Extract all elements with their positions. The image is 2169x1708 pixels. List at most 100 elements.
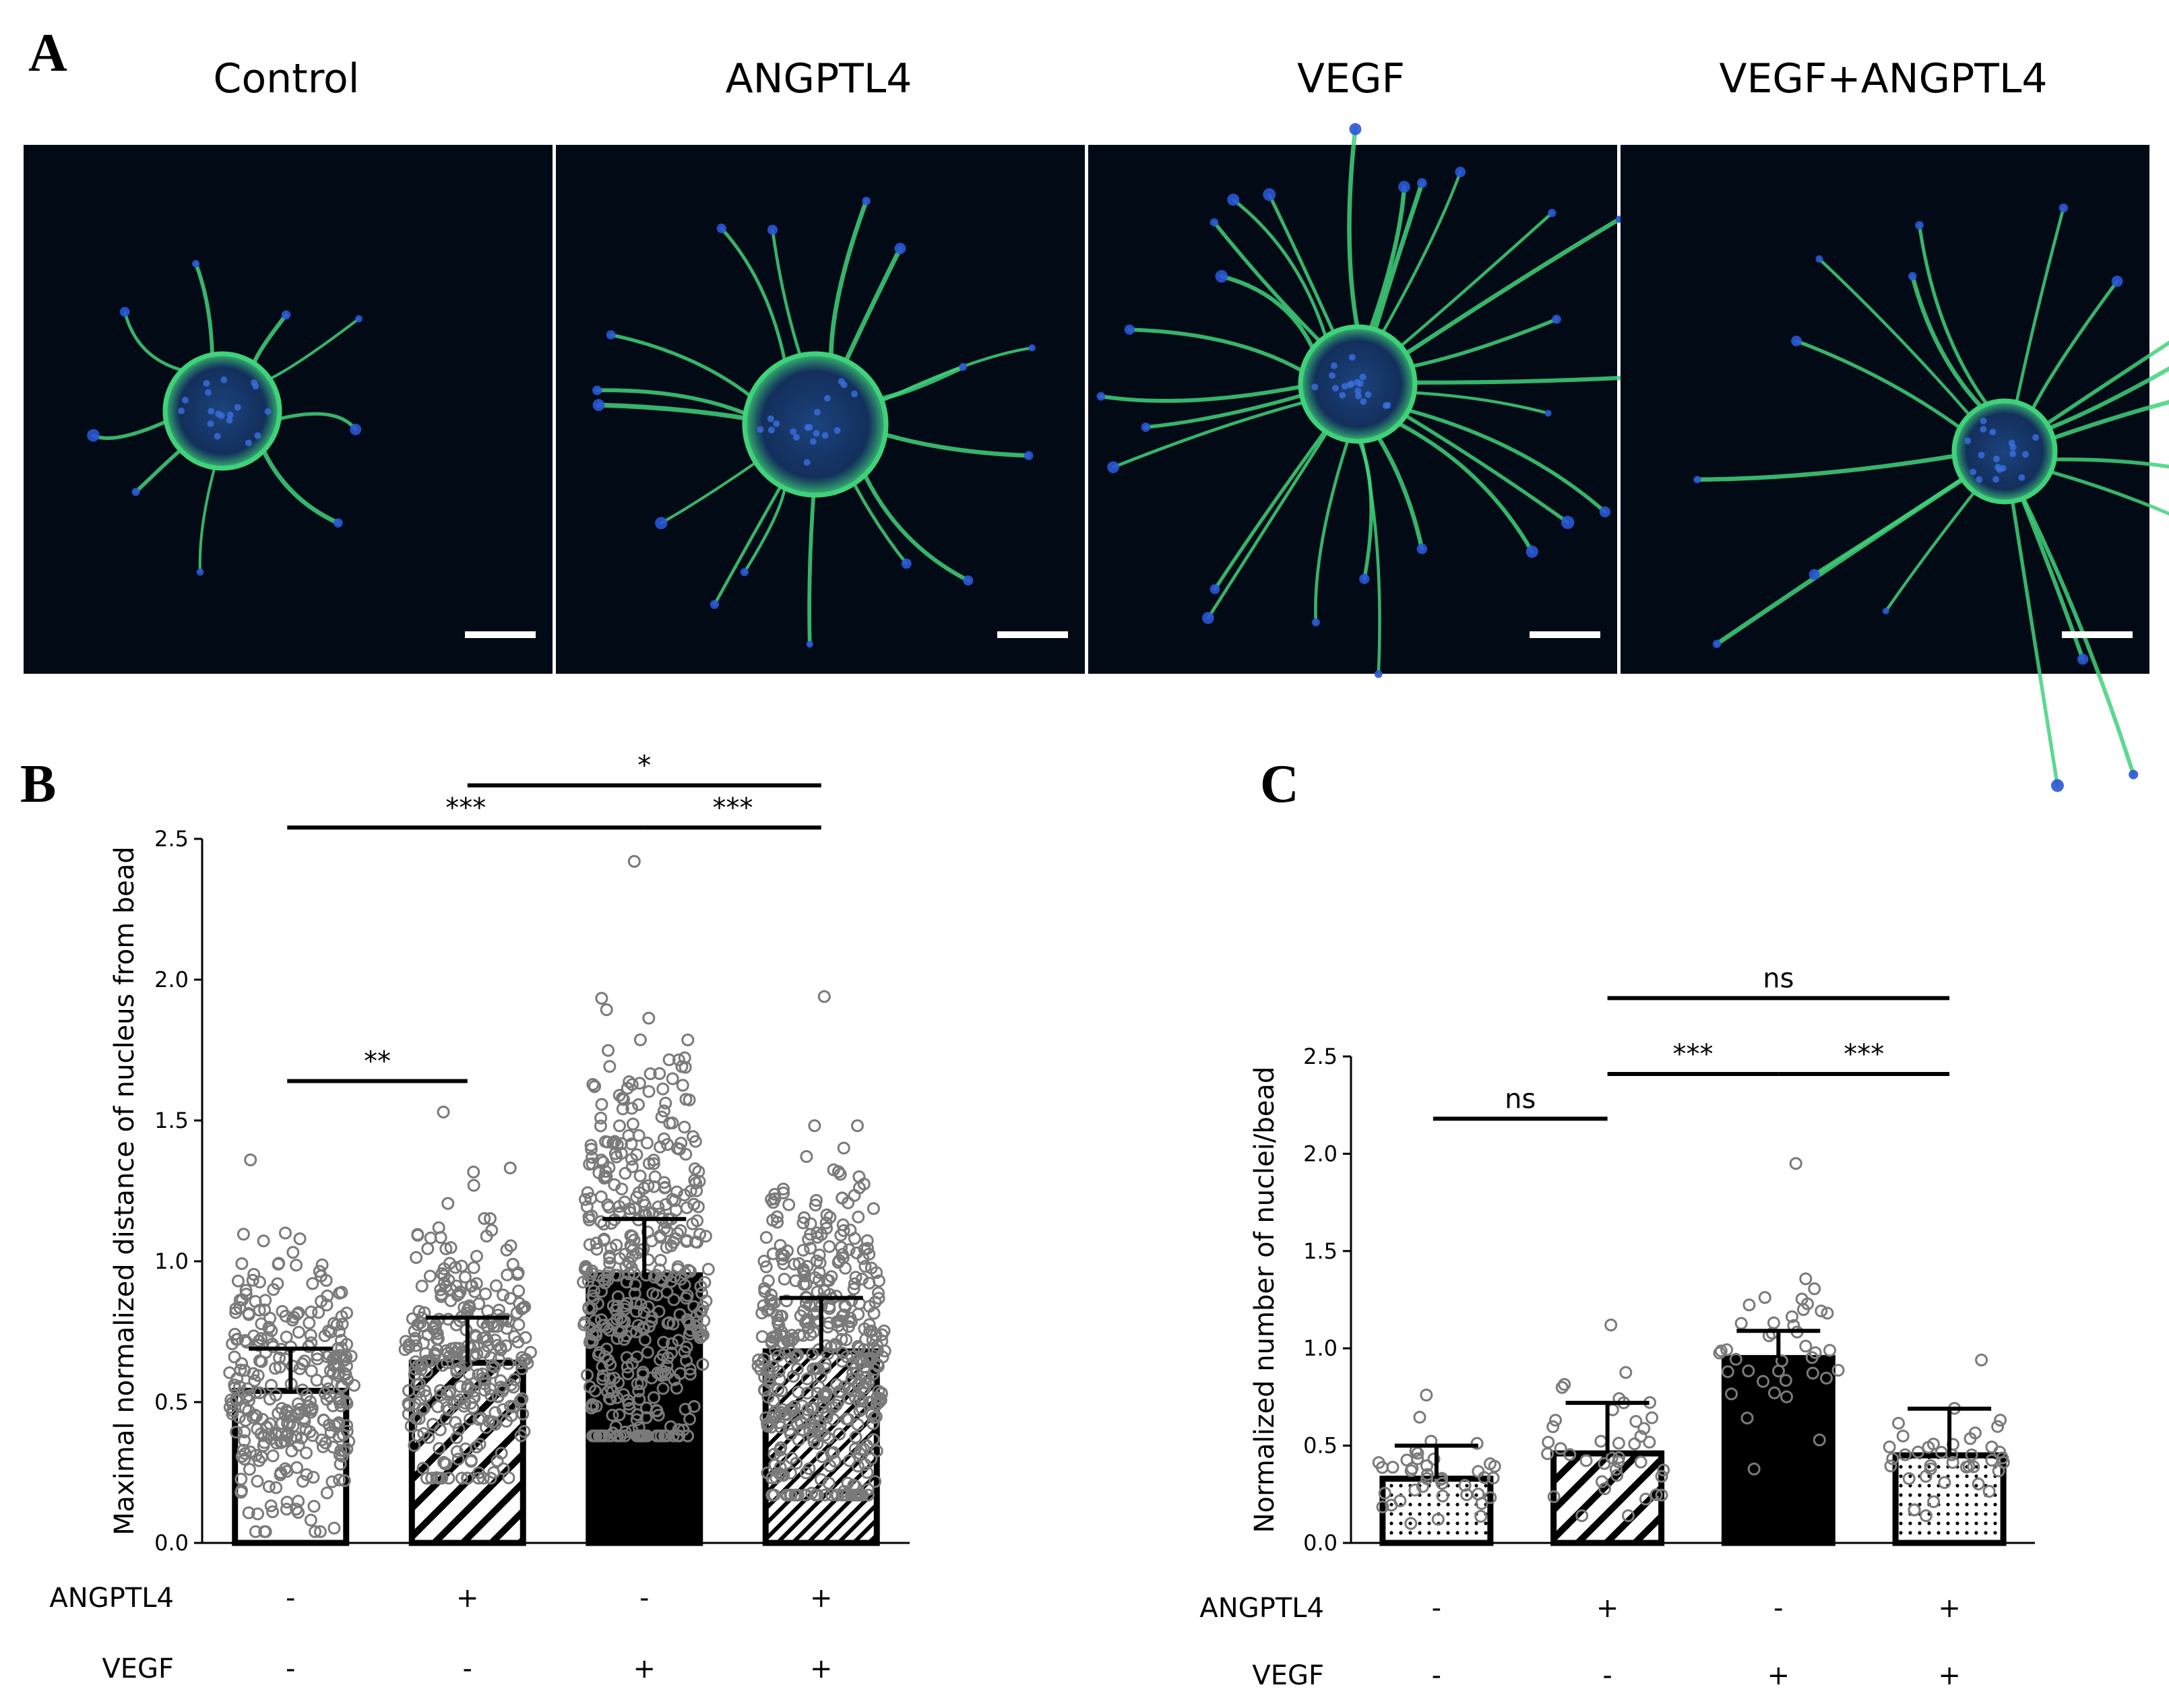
data-point — [1619, 1366, 1633, 1379]
data-point — [657, 1335, 670, 1349]
data-point — [796, 1244, 810, 1257]
data-point — [823, 1240, 836, 1253]
y-tick-label: 0.0 — [1303, 1530, 1338, 1556]
data-point — [228, 1327, 241, 1341]
data-point — [845, 1384, 858, 1397]
data-point — [1629, 1415, 1643, 1428]
y-tick-label: 2.5 — [154, 826, 189, 852]
data-point — [851, 1119, 864, 1133]
data-point — [662, 1316, 676, 1329]
data-point — [664, 1420, 677, 1433]
data-point — [765, 1472, 779, 1485]
data-point — [263, 1417, 277, 1430]
data-point — [1806, 1366, 1819, 1380]
data-point — [290, 1461, 304, 1474]
data-point — [804, 1328, 817, 1341]
data-point — [1483, 1457, 1497, 1471]
data-point — [417, 1427, 431, 1441]
data-point — [1547, 1490, 1561, 1503]
data-point — [459, 1442, 472, 1455]
data-point — [312, 1306, 325, 1319]
micrograph-strip — [24, 123, 2169, 792]
data-point — [615, 1137, 628, 1150]
data-point — [654, 1429, 668, 1443]
data-point — [813, 1256, 827, 1269]
data-point — [593, 1346, 606, 1359]
panel-a-title-vegf-angptl4: VEGF+ANGPTL4 — [1719, 55, 2047, 102]
data-point — [827, 1446, 840, 1459]
data-point — [1622, 1509, 1635, 1523]
panel-a-letter: A — [28, 24, 67, 83]
data-point — [595, 1098, 608, 1111]
data-point — [1734, 1317, 1748, 1330]
data-point — [835, 1323, 848, 1337]
data-point — [625, 1424, 639, 1438]
data-point — [462, 1367, 476, 1381]
data-point — [612, 1408, 626, 1422]
data-point — [796, 1216, 810, 1230]
data-point — [1959, 1460, 1973, 1474]
data-point — [631, 1319, 645, 1332]
data-point — [588, 1384, 602, 1397]
data-point — [759, 1231, 773, 1244]
data-point — [1475, 1496, 1488, 1510]
data-point — [470, 1249, 483, 1263]
data-point — [251, 1474, 264, 1488]
data-point — [836, 1191, 849, 1205]
data-point — [1458, 1478, 1472, 1492]
data-point — [233, 1380, 247, 1393]
data-point — [847, 1282, 860, 1296]
data-point — [772, 1349, 785, 1362]
data-point — [439, 1457, 452, 1471]
y-tick-label: 0.5 — [154, 1389, 189, 1415]
data-point — [234, 1472, 248, 1486]
data-point — [258, 1303, 272, 1317]
data-point — [1968, 1426, 1982, 1440]
data-point — [257, 1429, 271, 1443]
data-point — [340, 1443, 354, 1456]
data-point — [823, 1459, 837, 1473]
data-point — [478, 1287, 492, 1300]
data-point — [1805, 1351, 1819, 1364]
data-point — [402, 1397, 415, 1410]
data-point — [1742, 1298, 1756, 1312]
data-point — [603, 1060, 617, 1073]
data-point — [598, 1429, 611, 1443]
data-point — [226, 1407, 239, 1421]
data-point — [856, 1252, 870, 1265]
data-point — [629, 1278, 642, 1292]
data-point — [585, 1142, 598, 1156]
data-point — [304, 1405, 317, 1419]
data-point — [640, 1136, 654, 1149]
data-point — [1808, 1282, 1821, 1296]
data-point — [1431, 1513, 1445, 1526]
treatment-symbol: - — [463, 1653, 472, 1684]
treatment-label: ANGPTL4 — [1199, 1593, 1324, 1624]
data-point — [437, 1455, 451, 1469]
data-point — [778, 1272, 791, 1286]
data-point — [1595, 1475, 1608, 1488]
data-point — [304, 1513, 317, 1527]
data-point — [594, 1119, 607, 1133]
data-point — [686, 1217, 699, 1230]
data-point — [1985, 1441, 1999, 1454]
data-point — [253, 1354, 266, 1368]
data-point — [497, 1288, 510, 1302]
data-point — [240, 1335, 253, 1349]
data-point — [660, 1240, 673, 1254]
data-point — [673, 1308, 687, 1321]
treatment-symbol: - — [1602, 1660, 1612, 1691]
data-point — [247, 1329, 261, 1343]
data-point — [398, 1343, 412, 1356]
data-point — [458, 1270, 472, 1284]
data-point — [594, 1190, 608, 1203]
data-point — [235, 1357, 249, 1370]
data-point — [790, 1362, 804, 1376]
data-point — [1896, 1429, 1910, 1443]
data-point — [633, 1077, 646, 1090]
treatment-symbol: - — [286, 1583, 295, 1614]
data-points — [1372, 1389, 1501, 1530]
data-point — [455, 1259, 468, 1273]
data-point — [792, 1385, 805, 1399]
data-point — [802, 1232, 815, 1246]
